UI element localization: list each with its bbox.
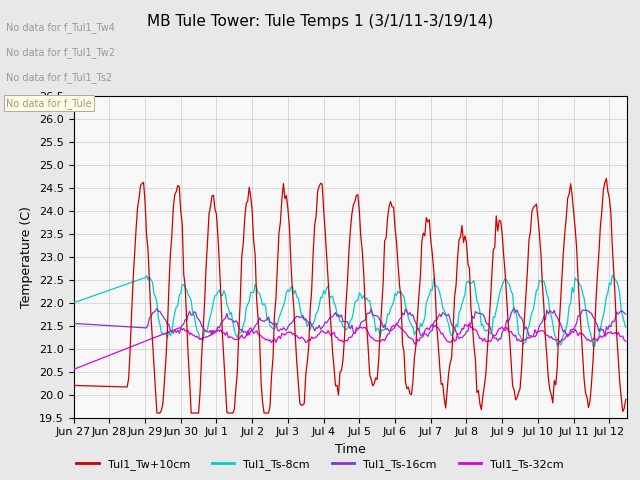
Text: No data for f_Tul1_Tw2: No data for f_Tul1_Tw2 — [6, 47, 115, 58]
Text: No data for f_Tul1_Tw4: No data for f_Tul1_Tw4 — [6, 22, 115, 33]
Legend: Tul1_Tw+10cm, Tul1_Ts-8cm, Tul1_Ts-16cm, Tul1_Ts-32cm: Tul1_Tw+10cm, Tul1_Ts-8cm, Tul1_Ts-16cm,… — [72, 455, 568, 474]
Text: No data for f_Tule: No data for f_Tule — [6, 98, 92, 109]
Y-axis label: Temperature (C): Temperature (C) — [20, 206, 33, 308]
Text: No data for f_Tul1_Ts2: No data for f_Tul1_Ts2 — [6, 72, 113, 84]
Text: MB Tule Tower: Tule Temps 1 (3/1/11-3/19/14): MB Tule Tower: Tule Temps 1 (3/1/11-3/19… — [147, 14, 493, 29]
X-axis label: Time: Time — [335, 443, 366, 456]
